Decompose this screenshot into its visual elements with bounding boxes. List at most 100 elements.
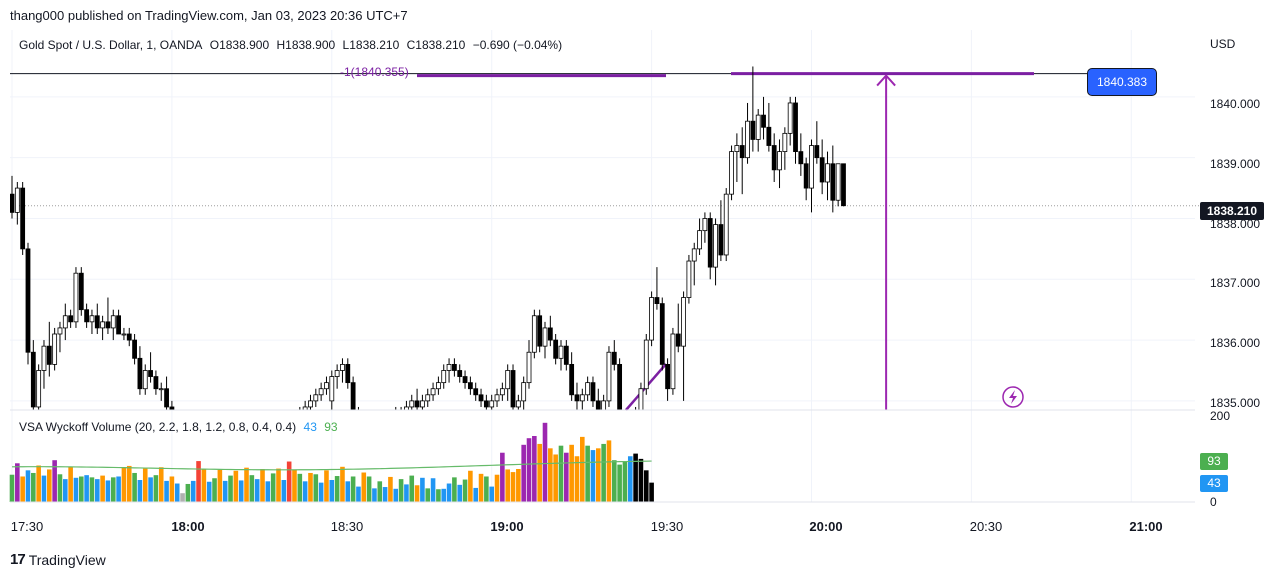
volume-bar <box>414 485 420 502</box>
candle-body <box>266 450 270 456</box>
volume-bar <box>446 483 452 502</box>
candle-body <box>771 145 777 171</box>
volume-bar <box>137 480 143 502</box>
time-tick-label: 19:30 <box>650 519 684 534</box>
volume-bar <box>105 480 111 502</box>
volume-bar <box>532 436 537 502</box>
volume-bar <box>292 469 297 502</box>
candle-body <box>414 400 420 408</box>
tradingview-logo-mark: 17 <box>10 551 26 568</box>
candle-body <box>574 394 580 402</box>
candle-body <box>223 443 227 449</box>
ohlc-low: L1838.210 <box>342 38 400 52</box>
volume-bar <box>643 470 649 502</box>
candle-body <box>277 437 281 443</box>
candle-body <box>659 303 665 365</box>
candle-body <box>164 388 169 408</box>
volume-bar <box>164 480 169 502</box>
volume-bar <box>574 456 580 502</box>
volume-bar <box>249 475 255 502</box>
volume-bar <box>366 476 372 502</box>
alert-icon[interactable] <box>1002 386 1024 408</box>
symbol-name[interactable]: Gold Spot / U.S. Dollar, 1, OANDA <box>19 38 203 52</box>
volume-bar <box>244 467 249 502</box>
ohlc-close: C1838.210 <box>406 38 466 52</box>
volume-bar <box>627 456 633 502</box>
candle-body <box>478 394 484 402</box>
tradingview-logo[interactable]: 17 TradingView <box>10 551 106 568</box>
candle-body <box>318 388 324 396</box>
level-price-label[interactable]: 1840.383 <box>1087 68 1157 96</box>
candle-body <box>595 400 601 410</box>
candle-body <box>313 394 319 402</box>
candle-body <box>819 157 825 183</box>
candle-body <box>462 376 468 384</box>
candle-body <box>739 145 745 159</box>
candle-body <box>308 400 313 408</box>
volume-bar <box>78 476 84 502</box>
candle-body <box>841 163 846 207</box>
candle-body <box>563 345 569 365</box>
candle-body <box>537 315 543 347</box>
volume-badge-blue: 43 <box>1200 475 1228 492</box>
volume-bar <box>36 465 41 502</box>
candle-body <box>148 370 153 377</box>
price-axis-currency[interactable]: USD <box>1210 37 1236 51</box>
volume-bar <box>542 422 548 502</box>
volume-bar <box>238 480 244 502</box>
volume-bar <box>217 469 223 502</box>
volume-bar <box>94 479 100 502</box>
candle-body <box>809 145 814 189</box>
volume-bar <box>484 476 489 502</box>
volume-indicator-title[interactable]: VSA Wyckoff Volume (20, 2.2, 1.8, 1.2, 0… <box>19 420 297 434</box>
volume-bar <box>206 481 212 502</box>
time-tick-label: 19:00 <box>490 519 524 534</box>
candle-body <box>41 345 47 371</box>
candle-body <box>489 400 495 408</box>
volume-bar <box>180 493 185 502</box>
time-tick-label: 21:00 <box>1129 519 1163 534</box>
candle-body <box>388 425 392 431</box>
volume-bar <box>297 473 303 502</box>
volume-bar <box>505 469 510 502</box>
volume-bar <box>462 479 468 502</box>
candle-body <box>137 357 143 390</box>
volume-bar <box>302 481 308 502</box>
volume-bar <box>260 469 265 502</box>
ohlc-open: O1838.900 <box>209 38 270 52</box>
candle-body <box>782 132 788 153</box>
candle-body <box>634 413 638 419</box>
candle-body <box>681 297 686 347</box>
volume-bar <box>265 481 271 502</box>
volume-bar <box>494 474 500 502</box>
candle-body <box>142 370 148 390</box>
volume-bar <box>153 475 159 502</box>
candle-body <box>467 382 473 390</box>
volume-bar <box>116 476 121 502</box>
volume-tick-label: 200 <box>1210 409 1231 423</box>
candle-body <box>89 315 95 323</box>
candle-body <box>793 102 798 152</box>
volume-bar <box>340 466 345 502</box>
volume-bar <box>324 470 329 502</box>
volume-bar <box>526 438 532 502</box>
candle-body <box>675 333 681 347</box>
candle-body <box>446 363 452 371</box>
volume-bar <box>196 461 201 502</box>
candle-body <box>617 363 623 410</box>
candle-body <box>36 370 42 408</box>
candle-body <box>78 272 84 311</box>
candle-body <box>825 163 830 183</box>
candle-body <box>835 163 841 201</box>
volume-bar <box>436 489 441 502</box>
candle-body <box>46 345 52 365</box>
volume-bar <box>510 472 516 502</box>
volume-bar <box>548 448 553 502</box>
candle-body <box>271 443 275 449</box>
candle-body <box>430 388 436 396</box>
volume-bar <box>233 470 239 502</box>
volume-bar <box>148 477 153 502</box>
candle-body <box>505 370 511 390</box>
